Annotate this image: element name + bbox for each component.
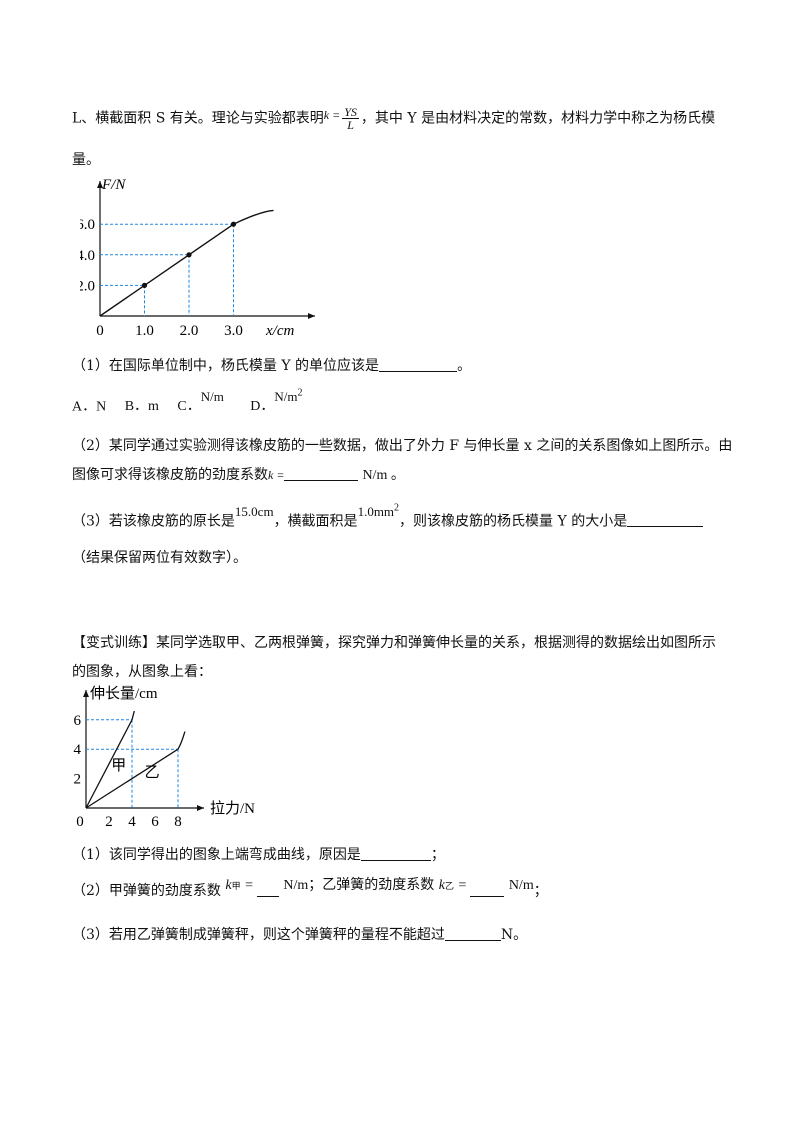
option-d[interactable]: D． bbox=[250, 399, 275, 415]
variant-q2-prefix: （2）甲弹簧的劲度系数 bbox=[72, 883, 221, 899]
x-tick-label: 4 bbox=[128, 814, 136, 828]
q3-mid: ，横截面积是 bbox=[273, 513, 358, 530]
variant-line-2: 的图象，从图象上看： bbox=[72, 664, 212, 680]
variant-q1: （1）该同学得出的图象上端弯成曲线，原因是 ； bbox=[72, 845, 445, 865]
q3-suffix: ，则该橡皮筋的杨氏模量 Y 的大小是 bbox=[399, 513, 628, 530]
y-tick-label: 2.0 bbox=[80, 278, 95, 294]
y-tick-label: 6.0 bbox=[80, 217, 95, 233]
k-jia-symbol: k bbox=[225, 878, 232, 893]
formula-numerator: YS bbox=[342, 105, 359, 119]
option-d-sup: 2 bbox=[297, 388, 303, 399]
k-yi: k乙 bbox=[439, 878, 454, 893]
q1-line: （1）在国际单位制中，杨氏模量 Y 的单位应该是 。 bbox=[72, 356, 471, 376]
variant-q3-blank[interactable] bbox=[444, 926, 501, 941]
q3-length: 15.0cm bbox=[234, 504, 274, 520]
k-jia-eq: = bbox=[245, 878, 253, 893]
x-tick-label: 0 bbox=[76, 814, 84, 828]
q3-prefix: （3）若该橡皮筋的原长是 bbox=[72, 513, 235, 530]
data-point bbox=[186, 252, 192, 258]
data-point bbox=[141, 282, 148, 288]
intro-line-1: L、横截面积 S 有关。理论与实验都表明k = YS L ，其中 Y 是由材料决定的常… bbox=[72, 106, 715, 131]
formula-k: k = bbox=[323, 107, 341, 122]
formula-denominator: L bbox=[347, 118, 354, 132]
q2-line-2: 图像可求得该橡皮筋的劲度系数k = N/m 。 bbox=[72, 465, 405, 486]
q1-answer-blank[interactable] bbox=[379, 357, 458, 372]
q2-unit: N/m 。 bbox=[362, 468, 405, 483]
y-axis-label: 伸长量/cm bbox=[90, 685, 158, 702]
k-yi-unit: N/m bbox=[508, 878, 534, 893]
x-tick-label: 2.0 bbox=[180, 323, 199, 339]
q3-line: （3）若该橡皮筋的原长是15.0cm，横截面积是1.0mm2，则该橡皮筋的杨氏模… bbox=[72, 503, 704, 531]
k-jia: k甲 bbox=[225, 878, 240, 893]
variant-q3-end: N。 bbox=[500, 927, 528, 943]
k-jia-sub: 甲 bbox=[231, 881, 241, 891]
chart-force-extension: 0 1.0 2.0 3.0 2.0 4.0 6.0 x/cm F/N bbox=[80, 177, 315, 339]
variant-line-1: 【变式训练】某同学选取甲、乙两根弹簧，探究弹力和弹簧伸长量的关系，根据测得的数据… bbox=[72, 635, 716, 651]
k-jia-blank[interactable] bbox=[256, 882, 279, 897]
y-tick-label: 4 bbox=[74, 742, 82, 758]
x-tick-label: 2 bbox=[105, 814, 113, 828]
q3-area-sup: 2 bbox=[394, 503, 400, 514]
intro-suffix: ，其中 Y 是由材料决定的常数，材料力学中称之为杨氏模 bbox=[360, 110, 716, 127]
q3-area-value: 1.0mm bbox=[357, 504, 395, 520]
formula-fraction: YS L bbox=[342, 106, 359, 131]
x-axis-arrow bbox=[308, 313, 315, 319]
q1-options: A．N B．m C．N/m D．N/m2 bbox=[72, 388, 303, 417]
x-axis-label: 拉力/N bbox=[210, 800, 255, 817]
option-c[interactable]: C． bbox=[177, 399, 201, 415]
variant-q2-end: ； bbox=[533, 883, 548, 899]
x-tick-label: 0 bbox=[96, 323, 104, 339]
option-d-unit: N/m bbox=[274, 389, 298, 405]
q1-text: （1）在国际单位制中，杨氏模量 Y 的单位应该是 bbox=[72, 358, 380, 374]
option-c-value: N/m bbox=[200, 389, 224, 405]
k-yi-eq: = bbox=[458, 878, 467, 893]
option-d-value: N/m2 bbox=[274, 388, 303, 405]
x-axis-label: x/cm bbox=[265, 323, 294, 339]
series-yi-line bbox=[85, 731, 186, 809]
k-yi-symbol: k bbox=[438, 878, 445, 893]
variant-q2-mid: N/m；乙弹簧的劲度系数 bbox=[283, 878, 435, 893]
q2-k: k = bbox=[268, 468, 285, 482]
q1-end: 。 bbox=[457, 358, 472, 374]
y-axis-arrow bbox=[83, 690, 89, 697]
variant-q1-blank[interactable] bbox=[360, 846, 431, 861]
y-tick-label: 6 bbox=[74, 713, 82, 729]
x-tick-label: 6 bbox=[151, 814, 159, 828]
x-tick-label: 3.0 bbox=[224, 323, 243, 339]
variant-q3: （3）若用乙弹簧制成弹簧秤，则这个弹簧秤的量程不能超过 N。 bbox=[72, 925, 527, 945]
q3-note: （结果保留两位有效数字）。 bbox=[72, 550, 247, 566]
variant-q3-text: （3）若用乙弹簧制成弹簧秤，则这个弹簧秤的量程不能超过 bbox=[72, 927, 445, 943]
option-b[interactable]: B．m bbox=[124, 399, 159, 415]
q2-answer-blank[interactable] bbox=[284, 466, 359, 481]
k-yi-blank[interactable] bbox=[470, 882, 505, 897]
series-jia-line bbox=[85, 710, 135, 809]
y-tick-label: 4.0 bbox=[80, 248, 95, 264]
data-point bbox=[230, 221, 237, 227]
x-tick-label: 8 bbox=[174, 814, 182, 828]
option-a[interactable]: A．N bbox=[72, 399, 107, 415]
intro-line-2: 量。 bbox=[72, 152, 100, 168]
variant-q1-text: （1）该同学得出的图象上端弯成曲线，原因是 bbox=[72, 847, 361, 863]
y-tick-label: 2 bbox=[74, 772, 82, 788]
variant-q2: （2）甲弹簧的劲度系数 k甲 = N/m；乙弹簧的劲度系数 k乙 = N/m； bbox=[72, 878, 548, 902]
chart-spring-extension: 0 2 4 6 8 2 4 6 拉力/N 伸长量/cm 甲 乙 bbox=[74, 685, 256, 828]
y-axis-label: F/N bbox=[101, 177, 126, 193]
variant-q1-end: ； bbox=[430, 847, 445, 863]
q2-prefix: 图像可求得该橡皮筋的劲度系数 bbox=[72, 467, 268, 483]
y-axis-arrow bbox=[97, 181, 103, 188]
q3-answer-blank[interactable] bbox=[627, 512, 704, 528]
x-axis-arrow bbox=[197, 805, 204, 811]
series-yi-label: 乙 bbox=[145, 765, 160, 781]
series-line bbox=[99, 209, 274, 317]
q3-area: 1.0mm2 bbox=[357, 503, 400, 520]
series-jia-label: 甲 bbox=[111, 758, 126, 774]
q2-line-1: （2）某同学通过实验测得该橡皮筋的一些数据，做出了外力 F 与伸长量 x 之间的… bbox=[72, 438, 733, 454]
intro-prefix: L、横截面积 S 有关。理论与实验都表明 bbox=[72, 110, 324, 127]
x-tick-label: 1.0 bbox=[135, 323, 154, 339]
k-yi-sub: 乙 bbox=[444, 881, 454, 891]
